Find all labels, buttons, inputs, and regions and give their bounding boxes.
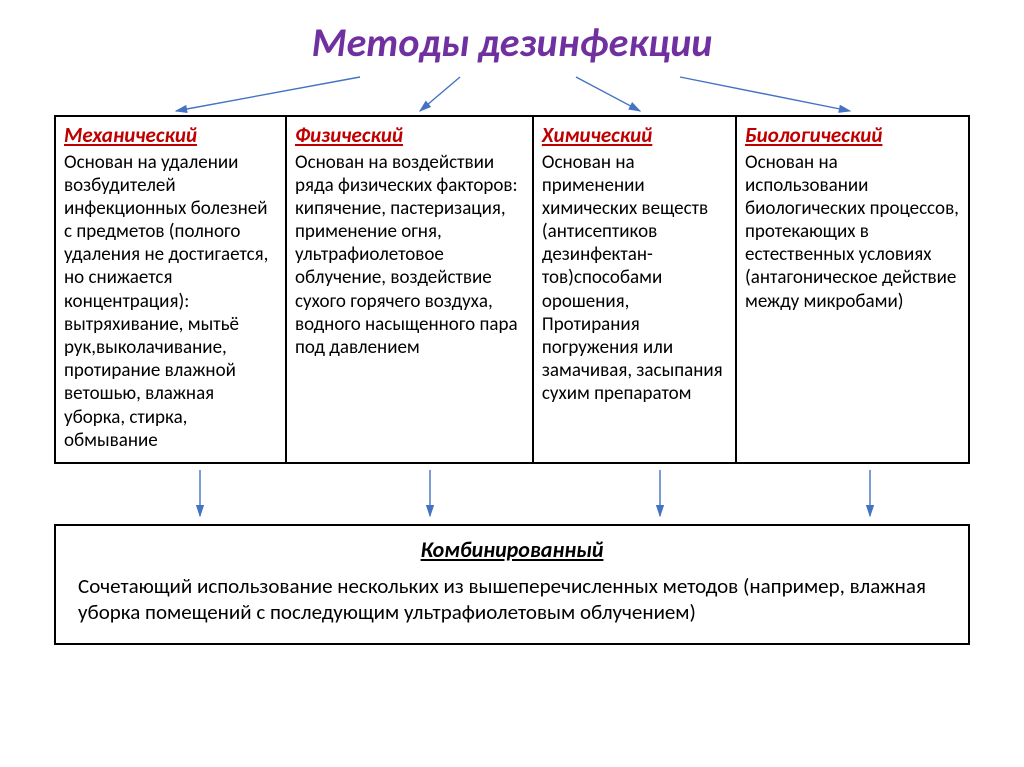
- method-cell-physical: Физический Основан на воздействии ряда ф…: [287, 117, 534, 462]
- method-body: Основан на применении химических веществ…: [542, 151, 723, 406]
- arrow-top-2: [420, 77, 460, 111]
- method-body: Основан на воздействии ряда физических ф…: [295, 151, 518, 359]
- method-body: Основан на использовании биологических п…: [745, 151, 959, 313]
- method-heading: Физический: [295, 123, 524, 149]
- method-heading: Механический: [64, 123, 277, 149]
- page-title: Методы дезинфекции: [0, 0, 1024, 75]
- arrow-top-3: [576, 77, 640, 111]
- method-heading: Биологический: [745, 123, 960, 149]
- combined-body: Сочетающий использование нескольких из в…: [78, 573, 946, 626]
- method-body: Основан на удалении возбудителей инфекци…: [64, 151, 268, 452]
- combined-box: Комбинированный Сочетающий использование…: [54, 524, 970, 646]
- bottom-arrows-region: [0, 464, 1024, 524]
- method-cell-mechanical: Механический Основан на удалении возбуди…: [56, 117, 287, 462]
- method-heading: Химический: [542, 123, 727, 149]
- arrow-top-1: [176, 77, 360, 111]
- method-cell-biological: Биологический Основан на использовании б…: [737, 117, 968, 462]
- combined-heading: Комбинированный: [78, 536, 946, 563]
- methods-table: Механический Основан на удалении возбуди…: [54, 115, 970, 464]
- top-arrows-region: [0, 75, 1024, 115]
- arrow-top-4: [680, 77, 850, 111]
- method-cell-chemical: Химический Основан на применении химичес…: [534, 117, 737, 462]
